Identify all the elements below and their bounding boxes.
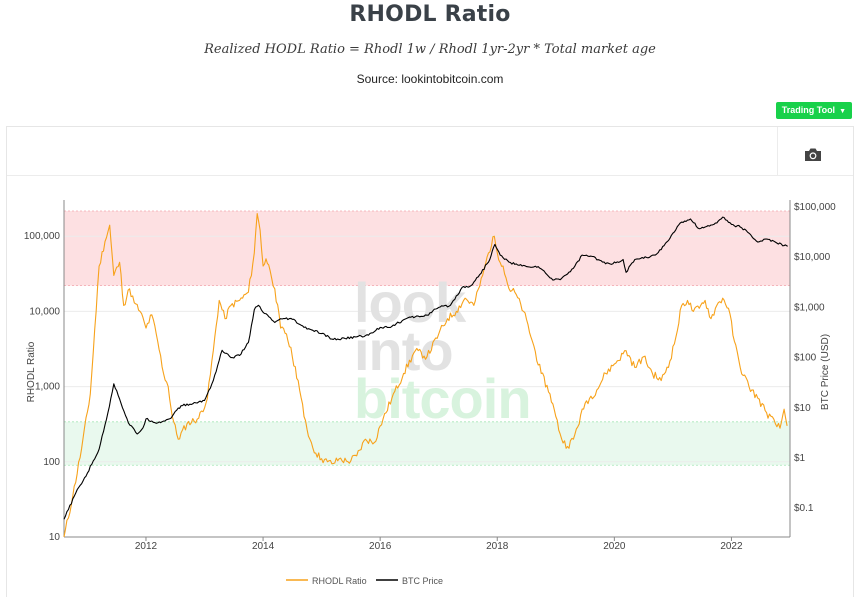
y-right-tick-label: $100,000 [794, 202, 836, 213]
source-text: Source: lookintobitcoin.com [356, 72, 504, 86]
watermark: look into bitcoin [354, 271, 532, 430]
x-tick-label: 2016 [369, 541, 392, 552]
legend-rhodl-label[interactable]: RHODL Ratio [312, 576, 367, 586]
chevron-down-icon: ▼ [839, 108, 846, 115]
y-left-tick-label: 100 [43, 457, 60, 468]
page-title: RHODL Ratio [349, 2, 511, 27]
x-tick-label: 2022 [720, 541, 743, 552]
y-right-tick-label: $1 [794, 453, 806, 464]
y-left-tick-label: 10 [49, 532, 61, 543]
y-right-tick-label: $100 [794, 353, 817, 364]
band-overheated [64, 211, 790, 286]
legend: RHODL Ratio BTC Price [286, 576, 443, 586]
axes-layer: 10 100 1,000 10,000 100,000 $0.1 $1 $10 $100 $1,0… [24, 200, 836, 552]
x-tick-label: 2012 [135, 541, 158, 552]
y-right-tick-label: $1,000 [794, 302, 825, 313]
watermark-into: into [354, 319, 453, 382]
x-tick-label: 2018 [486, 541, 509, 552]
formula-subtitle: Realized HODL Ratio = Rhodl 1w / Rhodl 1… [204, 42, 656, 57]
y-left-tick-label: 1,000 [35, 382, 60, 393]
x-tick-label: 2020 [603, 541, 626, 552]
rhodl-ratio-line [63, 213, 788, 538]
y-axis-right-label: BTC Price (USD) [820, 334, 831, 410]
trading-tool-label: Trading Tool [781, 105, 836, 115]
x-tick-label: 2014 [252, 541, 275, 552]
btc-price-line [63, 216, 788, 520]
legend-btc-label[interactable]: BTC Price [402, 576, 443, 586]
watermark-look: look [354, 271, 467, 334]
toolbar-divider [777, 127, 778, 175]
chart-panel [6, 126, 854, 597]
watermark-bitcoin: bitcoin [354, 367, 531, 430]
series-layer [63, 213, 788, 538]
y-left-tick-label: 100,000 [24, 231, 61, 242]
chart-toolbar [7, 127, 853, 176]
y-right-tick-label: $10 [794, 403, 811, 414]
y-right-tick-label: $10,000 [794, 252, 831, 263]
camera-icon[interactable] [804, 147, 824, 163]
y-axis-left-label: RHODL Ratio [26, 341, 37, 402]
y-right-tick-label: $0.1 [794, 503, 814, 514]
trading-tool-button[interactable]: Trading Tool ▼ [775, 102, 852, 119]
y-left-tick-label: 10,000 [29, 306, 60, 317]
